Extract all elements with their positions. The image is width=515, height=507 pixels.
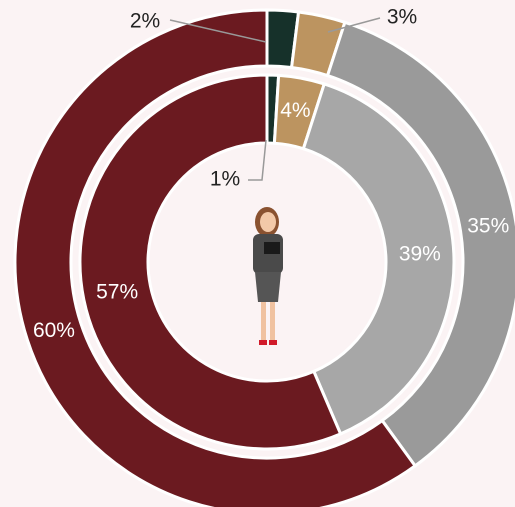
- data-label: 1%: [210, 168, 240, 191]
- center-figure: [253, 207, 283, 345]
- data-label: 35%: [467, 215, 509, 238]
- donut-slice: [301, 82, 456, 436]
- data-label: 2%: [130, 10, 160, 33]
- leader-line: [169, 19, 267, 43]
- data-label: 4%: [280, 99, 310, 122]
- leader-line: [248, 139, 267, 181]
- data-label: 57%: [96, 280, 138, 303]
- donut-slice: [13, 8, 418, 507]
- donut-slice: [325, 20, 515, 468]
- leader-line: [327, 17, 381, 33]
- data-label: 3%: [387, 6, 417, 29]
- data-label: 60%: [33, 319, 75, 342]
- donut-slice: [78, 73, 343, 451]
- data-label: 39%: [399, 242, 441, 265]
